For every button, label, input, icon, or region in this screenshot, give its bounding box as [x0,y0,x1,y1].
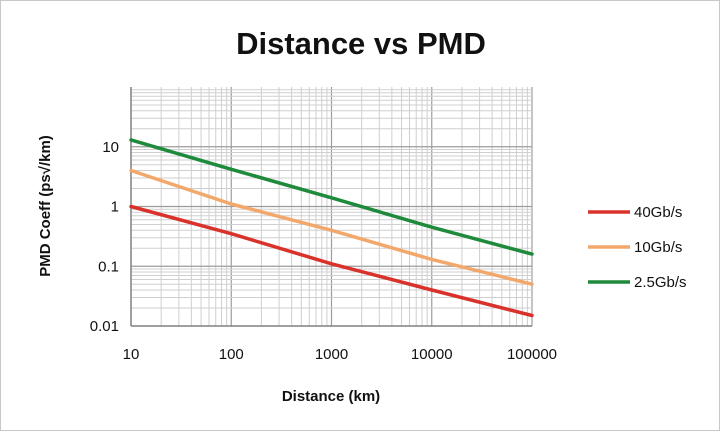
legend-label: 10Gb/s [634,239,682,256]
y-tick-label: 0.1 [98,258,119,275]
y-tick-label: 0.01 [90,318,119,335]
plot-grid [130,87,533,327]
tick-labels: 10 100 1000 10000 100000 0.01 0.1 1 10 [90,139,557,363]
legend-label: 40Gb/s [634,204,682,221]
y-tick-label: 1 [111,199,119,216]
legend-label: 2.5Gb/s [634,274,687,291]
x-tick-label: 10000 [411,346,453,363]
x-tick-label: 100000 [507,346,557,363]
x-tick-label: 1000 [315,346,348,363]
x-axis-label: Distance (km) [282,388,380,405]
x-tick-label: 10 [123,346,140,363]
x-tick-label: 100 [219,346,244,363]
legend: 40Gb/s 10Gb/s 2.5Gb/s [588,204,687,291]
y-axis-label: PMD Coeff (ps√/km) [37,135,54,277]
y-tick-label: 10 [102,139,119,156]
plot-series [129,138,534,318]
series-line-10gbs [129,168,534,286]
chart-title: Distance vs PMD [236,26,486,61]
series-line-25gbs [129,138,534,256]
series-line-40gbs [129,204,534,318]
